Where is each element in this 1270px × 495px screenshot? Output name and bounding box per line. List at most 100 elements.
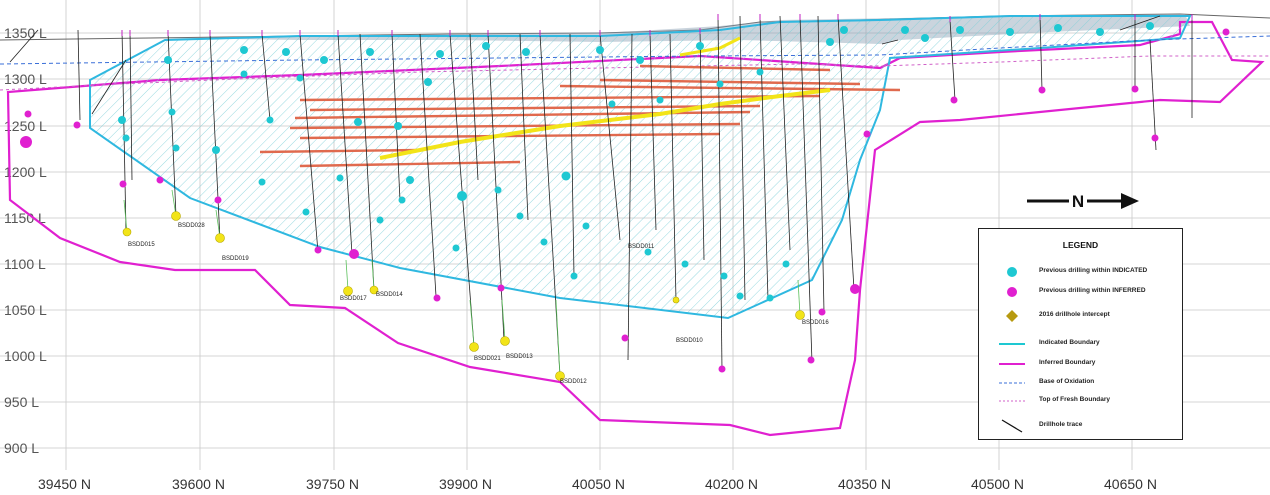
north-arrow: N [1027,192,1139,211]
legend-label: Drillhole trace [1039,421,1083,428]
intercept-2016-marker [215,233,225,243]
intercept-2016-marker [369,285,379,295]
inferred-dot [818,308,826,316]
indicated-boundary [89,15,1192,320]
northing-label: 40350 N [838,476,891,492]
indicated-dot [956,26,964,34]
indicated-dot [366,48,374,56]
inferred-dot [214,196,222,204]
indicated-dot [266,116,274,124]
northing-labels: 39450 N 39600 N 39750 N 39900 N 40050 N … [38,476,1157,492]
inferred-dot [314,246,322,254]
legend-item: Inferred Boundary [979,357,1182,371]
elevation-label: 1050 L [4,302,47,318]
indicated-dot [424,78,432,86]
northing-label: 39600 N [172,476,225,492]
legend-item: Base of Oxidation [979,376,1182,390]
elevation-labels: 1350 L 1300 L 1250 L 1200 L 1150 L 1100 … [4,25,47,456]
magenta-line-icon [999,363,1025,365]
elevation-label: 1150 L [4,210,46,226]
hole-id-label: BSDD015 [128,242,155,248]
indicated-dot [1006,28,1014,36]
indicated-dot [596,46,604,54]
indicated-dot [302,208,310,216]
arrow-head-icon [1121,193,1139,209]
northing-label: 39750 N [306,476,359,492]
northing-label: 39900 N [439,476,492,492]
inferred-dot [20,136,32,148]
inferred-dot [24,110,32,118]
indicated-intercepts [118,22,1154,302]
intercept-2016-marker [343,286,353,296]
legend-item: Top of Fresh Boundary [979,394,1182,408]
indicated-dot [570,272,578,280]
inferred-intercepts [20,28,1230,373]
hole-id-label: BSDD013 [506,354,533,360]
legend-item: Previous drilling within INDICATED [979,265,1182,279]
hole-id-label: BSDD010 [676,338,703,344]
inferred-boundary [6,20,1265,437]
interpreted-lode [379,88,831,160]
indicated-dot [608,100,616,108]
indicated-dot [398,196,406,204]
northing-label: 40650 N [1104,476,1157,492]
legend-label: Base of Oxidation [1039,378,1095,385]
indicated-dot [122,134,130,142]
indicated-dot [522,48,530,56]
hole-id-label: BSDD016 [802,320,829,326]
northing-label: 40200 N [705,476,758,492]
hole-id-label: BSDD019 [222,256,249,262]
indicated-dot [168,108,176,116]
inferred-dot [433,294,441,302]
intercept-2016-marker [469,342,479,352]
inferred-dot [1222,28,1230,36]
indicated-dot [1054,24,1062,32]
indicated-dot [240,46,248,54]
black-trace-icon [1001,419,1023,433]
inferred-dot [950,96,958,104]
legend-label: Previous drilling within INDICATED [1039,267,1148,274]
inferred-dot [621,334,629,342]
indicated-dot [826,38,834,46]
indicated-dot [782,260,790,268]
hole-id-labels: BSDD015 BSDD028 BSDD019 BSDD017 BSDD014 … [128,223,829,385]
intercepts-2016 [122,211,805,381]
indicated-dot [656,96,664,104]
indicated-dot [582,222,590,230]
legend-label: Previous drilling within INFERRED [1039,287,1146,294]
hole-id-label: BSDD011 [628,244,655,250]
inferred-dot [850,284,860,294]
inferred-dot [1038,86,1046,94]
indicated-dot [296,74,304,82]
north-label: N [1072,192,1084,211]
indicated-dot [561,171,571,181]
base-of-oxidation [0,35,1270,65]
indicated-dot [164,56,172,64]
legend-label: 2016 drillhole intercept [1039,311,1110,318]
indicated-dot [696,42,704,50]
indicated-dot [482,42,490,50]
legend-label: Indicated Boundary [1039,339,1100,346]
legend-item: 2016 drillhole intercept [979,309,1182,323]
indicated-dot [1146,22,1154,30]
inferred-dot [863,130,871,138]
indicated-dot [1096,28,1104,36]
northing-label: 39450 N [38,476,91,492]
top-of-fresh-boundary [0,55,1270,91]
legend-item: Previous drilling within INFERRED [979,285,1182,299]
inferred-dot [73,121,81,129]
indicated-dot [282,48,290,56]
indicated-dot [452,244,460,252]
elevation-label: 1000 L [4,348,47,364]
elevation-label: 900 L [4,440,39,456]
indicated-dot [840,26,848,34]
elevation-label: 1200 L [4,164,47,180]
intercept-2016-marker [672,296,680,304]
cyan-line-icon [999,343,1025,345]
intercept-2016-marker [122,227,132,237]
indicated-dot [736,292,744,300]
indicated-dot [720,272,728,280]
indicated-dot [406,176,414,184]
legend: LEGEND Previous drilling within INDICATE… [978,228,1183,440]
